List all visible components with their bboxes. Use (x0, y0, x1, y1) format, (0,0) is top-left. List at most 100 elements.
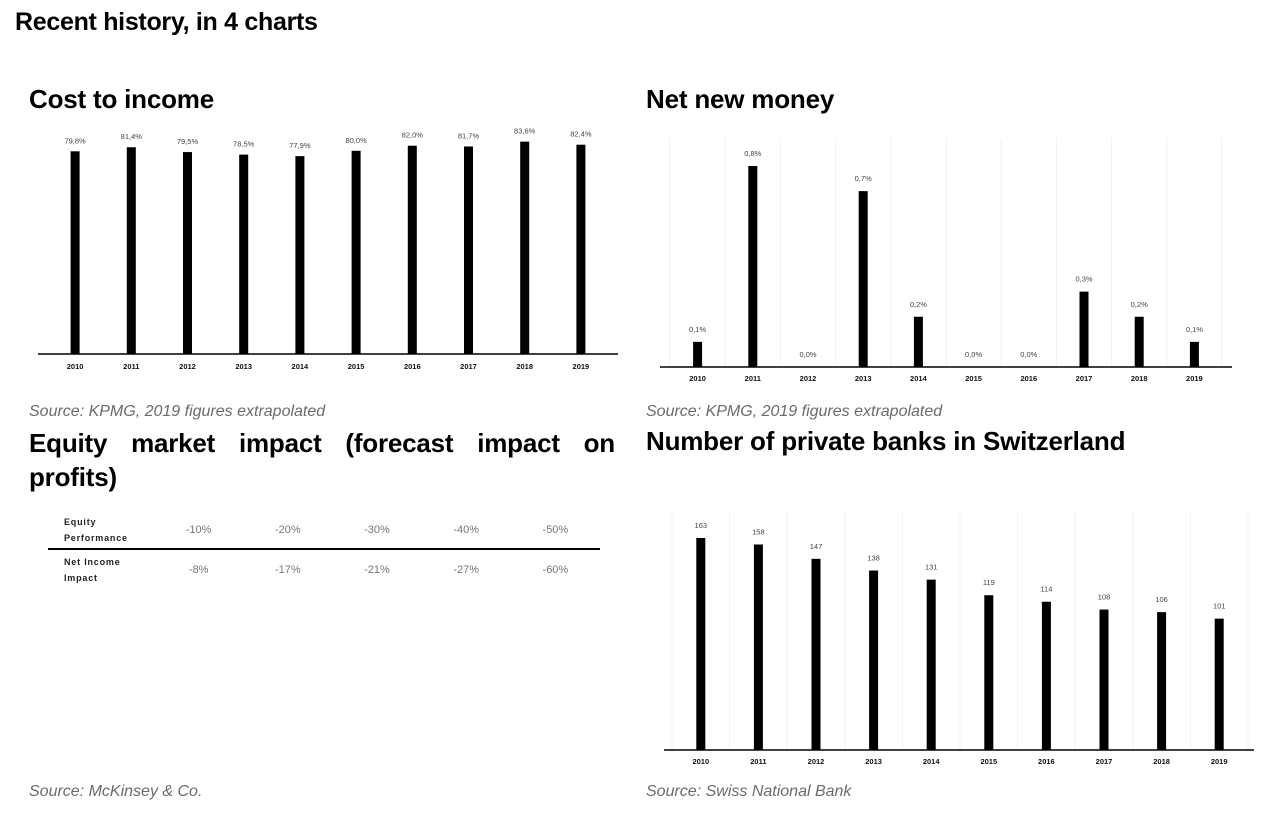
row-header: Equity Performance (48, 512, 154, 550)
row-header-line: Performance (64, 533, 128, 543)
row-header: Net Income Impact (48, 549, 154, 590)
data-label: 0,0% (799, 350, 816, 359)
bar (1099, 609, 1109, 750)
x-tick-label: 2012 (179, 362, 196, 371)
bar (1157, 612, 1167, 750)
x-tick-label: 2016 (1020, 374, 1037, 383)
bar (1041, 601, 1051, 750)
bar (693, 341, 703, 367)
data-label: 0,3% (1075, 275, 1092, 284)
x-tick-label: 2011 (745, 374, 761, 383)
bar (1134, 316, 1144, 367)
bar (748, 166, 758, 367)
x-tick-label: 2019 (573, 362, 590, 371)
x-tick-label: 2011 (123, 362, 139, 371)
x-tick-label: 2016 (404, 362, 421, 371)
x-tick-label: 2018 (1153, 757, 1170, 766)
bar (1079, 291, 1089, 367)
x-tick-label: 2010 (689, 374, 706, 383)
bar (913, 316, 923, 367)
net-new-money-chart: 0,1% 2010 0,8% 2011 0,0% 2012 0,7% 2013 0,2% 2014… (660, 138, 1232, 383)
page-title: Recent history, in 4 charts (15, 8, 318, 36)
x-tick-label: 2010 (67, 362, 84, 371)
data-label: 0,0% (965, 350, 982, 359)
x-tick-label: 2016 (1038, 757, 1055, 766)
table-cell: -17% (274, 564, 301, 576)
data-label: 0,7% (855, 174, 872, 183)
data-label: 0,2% (910, 300, 927, 309)
bar (858, 191, 868, 367)
table-cell: -10% (154, 512, 244, 550)
bar (70, 151, 80, 354)
x-tick-label: 2010 (692, 757, 709, 766)
bar (1214, 618, 1224, 750)
x-tick-label: 2014 (292, 362, 310, 371)
x-tick-label: 2015 (965, 374, 982, 383)
private-banks-chart: 163 2010 158 2011 147 2012 138 2013 131 2014 119 20… (664, 510, 1254, 766)
x-tick-label: 2011 (750, 757, 766, 766)
data-label: 82,4% (570, 130, 592, 139)
bar (811, 558, 821, 750)
data-label: 81,7% (458, 131, 480, 140)
table-row: Net Income Impact -8% -17% -21% -27% -60… (48, 549, 600, 590)
table-cell: -50% (510, 512, 600, 550)
data-label: 80,0% (345, 136, 367, 145)
x-tick-label: 2012 (808, 757, 825, 766)
data-label: 158 (752, 528, 765, 537)
bar (464, 146, 473, 354)
x-tick-label: 2013 (855, 374, 872, 383)
x-tick-label: 2019 (1186, 374, 1203, 383)
net-new-money-title: Net new money (646, 84, 835, 114)
data-label: 119 (983, 578, 995, 587)
private-banks-source: Source: Swiss National Bank (646, 783, 852, 800)
x-tick-label: 2015 (348, 362, 365, 371)
data-label: 101 (1213, 602, 1226, 611)
x-tick-label: 2017 (460, 362, 477, 371)
data-label: 83,6% (514, 127, 536, 136)
x-tick-label: 2019 (1211, 757, 1228, 766)
bar (183, 152, 192, 354)
x-tick-label: 2018 (516, 362, 533, 371)
bar (926, 579, 936, 750)
cost-to-income-chart: 79,8% 2010 81,4% 2011 79,5% 2012 78,5% 2013 77,9… (38, 127, 618, 371)
data-label: 0,0% (1020, 350, 1037, 359)
data-label: 131 (925, 563, 938, 572)
equity-impact-table: Equity Performance -10% -20% -30% -40% -… (48, 512, 600, 590)
x-tick-label: 2014 (923, 757, 941, 766)
bar (984, 595, 994, 750)
data-label: 0,2% (1131, 300, 1148, 309)
row-header-line: Net Income (64, 557, 121, 567)
bar (576, 144, 586, 354)
private-banks-title: Number of private banks in Switzerland (646, 426, 1126, 456)
data-label: 147 (810, 542, 823, 551)
table-cell: -21% (364, 564, 390, 576)
bar (295, 156, 305, 354)
bar (126, 147, 136, 354)
table-cell: -27% (453, 564, 479, 576)
data-label: 0,8% (744, 149, 761, 158)
cost-to-income-title: Cost to income (29, 84, 214, 114)
data-label: 79,8% (64, 136, 86, 145)
x-tick-label: 2012 (800, 374, 817, 383)
x-tick-label: 2015 (980, 757, 997, 766)
table-cell: -20% (243, 512, 333, 550)
data-label: 163 (695, 521, 708, 530)
data-label: 77,9% (289, 141, 311, 150)
x-tick-label: 2017 (1096, 757, 1113, 766)
x-tick-label: 2014 (910, 374, 928, 383)
data-label: 138 (867, 554, 880, 563)
table-row: Equity Performance -10% -20% -30% -40% -… (48, 512, 600, 550)
table-cell: -30% (332, 512, 422, 550)
bar (351, 150, 361, 354)
bar (696, 538, 706, 750)
data-label: 108 (1098, 593, 1111, 602)
data-label: 106 (1155, 595, 1168, 604)
table-cell: -40% (421, 512, 511, 550)
data-label: 79,5% (177, 137, 199, 146)
table-cell: -60% (542, 564, 569, 576)
x-tick-label: 2013 (235, 362, 252, 371)
row-header-line: Equity (64, 517, 97, 527)
bar (520, 141, 530, 354)
bar (869, 570, 879, 750)
data-label: 78,5% (233, 140, 255, 149)
